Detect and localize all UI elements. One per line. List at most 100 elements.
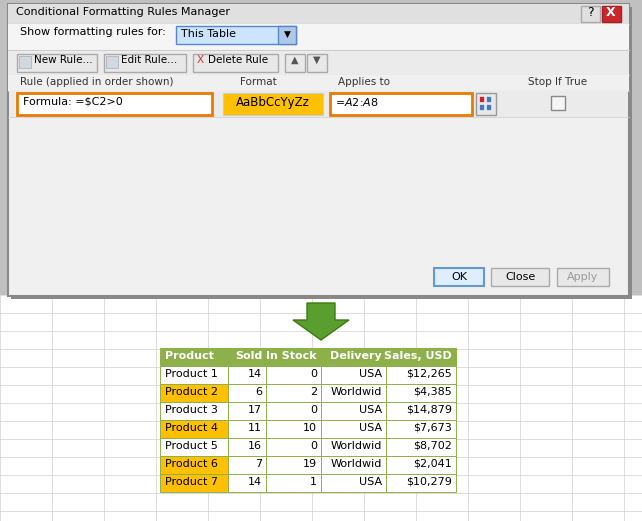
Bar	[228, 402, 266, 420]
Bar	[486, 96, 491, 102]
Bar	[160, 348, 228, 366]
Text: Delivery: Delivery	[330, 351, 382, 361]
Bar	[476, 93, 496, 115]
Bar	[266, 438, 321, 456]
Text: Rule (applied in order shown): Rule (applied in order shown)	[20, 77, 173, 87]
Text: Product 2: Product 2	[165, 387, 218, 397]
Polygon shape	[293, 303, 349, 340]
Bar	[223, 93, 323, 115]
Text: 10: 10	[303, 423, 317, 433]
Text: 19: 19	[303, 459, 317, 469]
Bar	[321, 402, 386, 420]
Bar	[307, 54, 327, 72]
Text: 0: 0	[310, 441, 317, 451]
Bar	[434, 268, 484, 286]
Bar	[228, 348, 266, 366]
Bar	[581, 6, 600, 22]
Bar	[551, 96, 565, 110]
Bar	[321, 348, 386, 366]
Bar	[321, 384, 386, 402]
Bar	[479, 104, 484, 110]
Text: ▲: ▲	[291, 55, 299, 65]
Bar	[160, 456, 228, 474]
Text: Formula: =$C2>0: Formula: =$C2>0	[23, 96, 123, 106]
Text: $10,279: $10,279	[406, 477, 452, 487]
Text: $4,385: $4,385	[413, 387, 452, 397]
Text: $8,702: $8,702	[413, 441, 452, 451]
Text: USA: USA	[359, 405, 382, 415]
Bar	[8, 4, 629, 24]
Bar	[160, 438, 228, 456]
Bar	[386, 420, 456, 438]
Text: Product 5: Product 5	[165, 441, 218, 451]
Text: Worldwid: Worldwid	[331, 459, 382, 469]
Text: Product: Product	[165, 351, 214, 361]
Bar	[176, 26, 296, 44]
Bar	[160, 474, 228, 492]
Text: X: X	[197, 55, 204, 65]
Text: USA: USA	[359, 477, 382, 487]
Text: Apply: Apply	[568, 272, 599, 282]
Bar	[8, 75, 629, 91]
Bar	[228, 456, 266, 474]
Bar	[228, 384, 266, 402]
Bar	[321, 438, 386, 456]
Bar	[266, 402, 321, 420]
Bar	[285, 54, 305, 72]
Text: Product 7: Product 7	[165, 477, 218, 487]
Text: Worldwid: Worldwid	[331, 441, 382, 451]
Bar	[8, 24, 629, 50]
Bar	[386, 456, 456, 474]
Bar	[321, 456, 386, 474]
Text: USA: USA	[359, 369, 382, 379]
Bar	[104, 54, 186, 72]
Bar	[11, 7, 632, 299]
Bar	[321, 366, 386, 384]
Bar	[266, 366, 321, 384]
Bar	[160, 402, 228, 420]
Text: ?: ?	[587, 6, 593, 19]
Text: OK: OK	[451, 272, 467, 282]
Text: 7: 7	[255, 459, 262, 469]
Text: 0: 0	[310, 369, 317, 379]
Text: Product 1: Product 1	[165, 369, 218, 379]
Text: Edit Rule...: Edit Rule...	[121, 55, 177, 65]
Bar	[386, 366, 456, 384]
Text: ▼: ▼	[284, 30, 290, 39]
Text: $7,673: $7,673	[413, 423, 452, 433]
Text: Worldwid: Worldwid	[331, 387, 382, 397]
Bar	[160, 420, 228, 438]
Text: Sold: Sold	[235, 351, 262, 361]
Text: This Table: This Table	[181, 29, 236, 39]
Bar	[160, 366, 228, 384]
Text: Stop If True: Stop If True	[528, 77, 587, 87]
Text: 1: 1	[310, 477, 317, 487]
Text: 0: 0	[310, 405, 317, 415]
Bar	[491, 268, 549, 286]
Bar	[266, 348, 321, 366]
Bar	[8, 4, 629, 296]
Bar	[193, 54, 278, 72]
Text: $12,265: $12,265	[406, 369, 452, 379]
Text: Applies to: Applies to	[338, 77, 390, 87]
Text: 2: 2	[310, 387, 317, 397]
Text: 14: 14	[248, 369, 262, 379]
Bar	[486, 104, 491, 110]
Bar	[266, 420, 321, 438]
Bar	[266, 456, 321, 474]
Text: 11: 11	[248, 423, 262, 433]
Text: =$A$2:$A$8: =$A$2:$A$8	[335, 96, 379, 108]
Bar	[0, 295, 642, 521]
Bar	[266, 474, 321, 492]
Bar	[386, 438, 456, 456]
Text: AaBbCcYyZz: AaBbCcYyZz	[236, 96, 310, 109]
Bar	[386, 348, 456, 366]
Bar	[386, 384, 456, 402]
Bar	[160, 384, 228, 402]
Bar	[228, 420, 266, 438]
Text: New Rule...: New Rule...	[34, 55, 92, 65]
Bar	[9, 91, 628, 117]
Bar	[8, 51, 629, 75]
Bar	[321, 474, 386, 492]
Text: 17: 17	[248, 405, 262, 415]
